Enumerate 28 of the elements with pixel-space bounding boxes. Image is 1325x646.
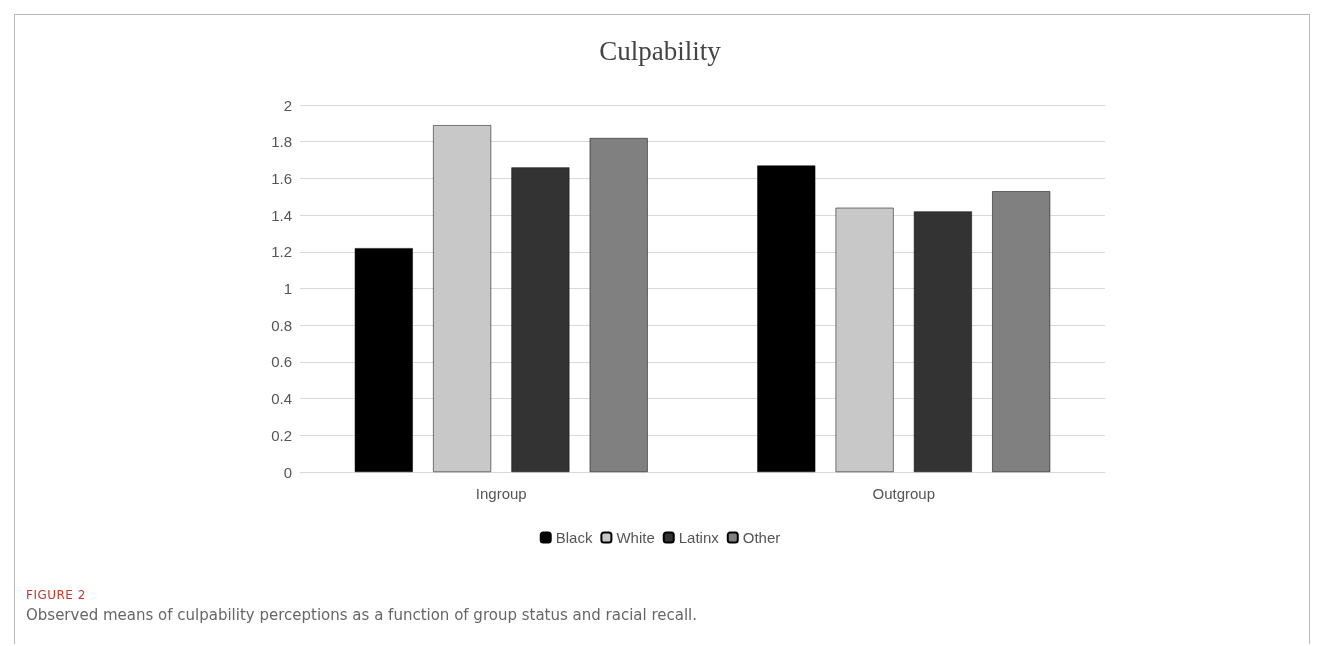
bar <box>757 165 816 472</box>
y-tick-label: 0.6 <box>271 353 292 371</box>
legend-label: Black <box>555 529 593 546</box>
bar <box>433 125 492 472</box>
legend-label: Other <box>742 529 781 546</box>
caption: FIGURE 2 <box>26 588 87 602</box>
chart-title: Culpability <box>599 35 722 66</box>
y-tick-label: 2 <box>283 96 292 114</box>
y-tick-label: 1.4 <box>271 206 292 224</box>
y-tick-label: 0 <box>283 463 292 481</box>
bar <box>589 138 648 472</box>
y-tick-label: 0.2 <box>271 426 292 444</box>
bar <box>992 191 1051 472</box>
bar <box>354 248 413 472</box>
y-tick-label: 1 <box>283 280 292 297</box>
bar <box>835 207 894 472</box>
x-tick-label: Outgroup <box>872 485 936 502</box>
x-tick-label: Ingroup <box>475 485 527 502</box>
legend-label: Latinx <box>678 529 720 546</box>
y-tick-label: 0.8 <box>271 316 292 334</box>
text: Observed means of culpability perceptions as a function of group status and racial recall. <box>26 606 699 624</box>
y-tick-label: 1.6 <box>271 169 292 187</box>
y-tick-label: 1.8 <box>271 133 292 151</box>
bar <box>511 167 570 472</box>
y-tick-label: 0.4 <box>271 390 292 408</box>
legend-label: White <box>616 529 655 546</box>
y-tick-label: 1.2 <box>271 243 292 261</box>
bar <box>913 211 972 472</box>
